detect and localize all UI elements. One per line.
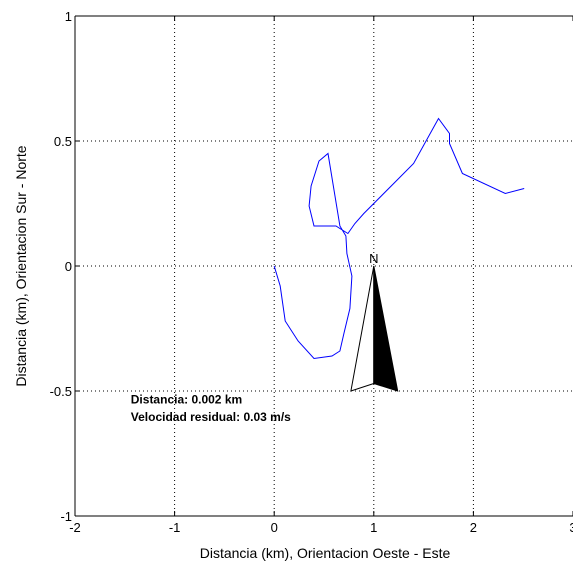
y-tick-label: -0.5	[50, 384, 72, 399]
x-tick-label: -1	[169, 520, 181, 535]
x-tick-label: 1	[370, 520, 377, 535]
annotations: Distancia: 0.002 km Velocidad residual: 0…	[131, 393, 291, 425]
trajectory-line	[273, 117, 525, 360]
axes	[74, 15, 573, 517]
x-tick-label: -2	[69, 520, 81, 535]
grid	[75, 16, 573, 516]
x-tick-label: 2	[470, 520, 477, 535]
y-tick-label: 1	[65, 9, 72, 24]
annotation-text: Velocidad residual: 0.03 m/s	[131, 410, 291, 424]
north-arrow: N	[350, 251, 399, 392]
x-tick-label: 3	[569, 520, 573, 535]
x-axis-label: Distancia (km), Orientacion Oeste - Este	[200, 545, 451, 561]
y-tick-label: 0.5	[54, 134, 72, 149]
y-tick-label: 0	[65, 259, 72, 274]
y-tick-label: -1	[60, 509, 72, 524]
north-arrow-right-half	[373, 265, 399, 392]
series-layer	[273, 117, 525, 360]
x-tick-label: 0	[271, 520, 278, 535]
annotation-text: Distancia: 0.002 km	[131, 393, 242, 407]
tick-labels: -2-10123-1-0.500.51	[50, 9, 573, 535]
north-label: N	[369, 251, 378, 266]
y-axis-label: Distancia (km), Orientacion Sur - Norte	[13, 145, 29, 386]
